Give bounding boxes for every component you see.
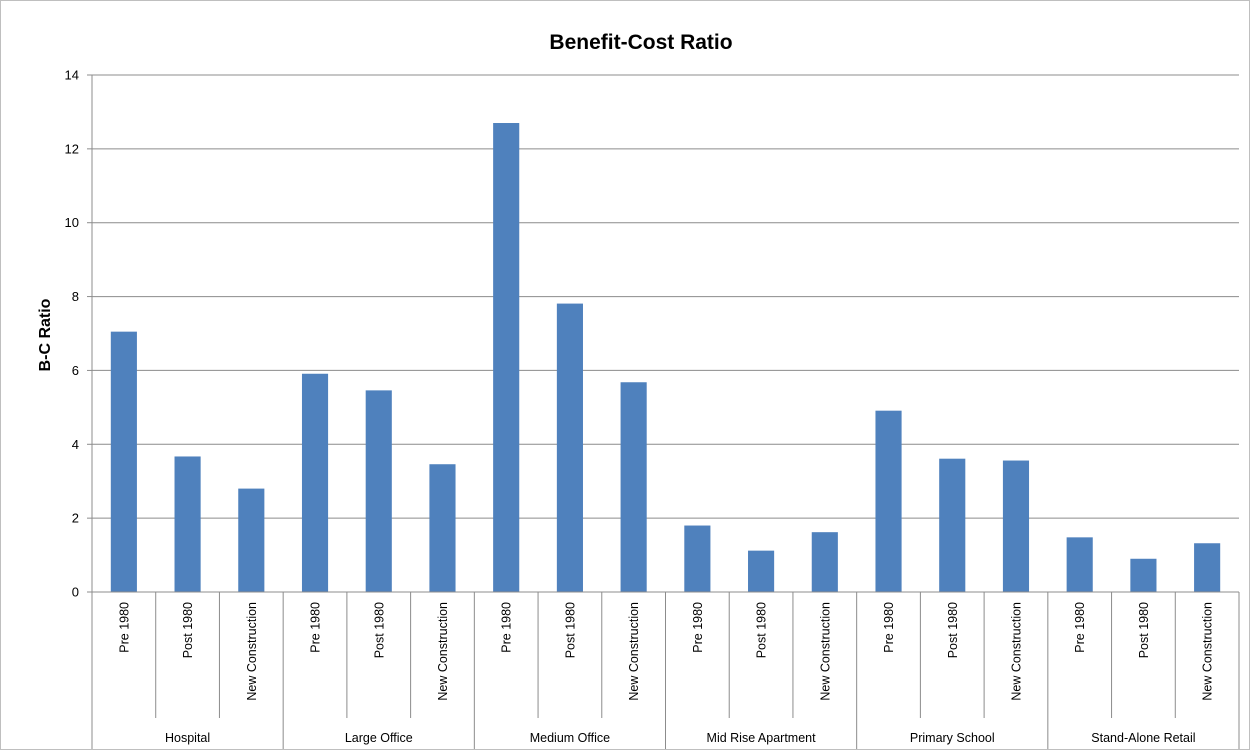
bar (110, 331, 137, 592)
bar (748, 550, 775, 592)
category-label: New Construction (627, 602, 641, 701)
bar (174, 456, 201, 592)
bar (429, 464, 456, 592)
group-label: Stand-Alone Retail (1091, 731, 1195, 745)
bar (684, 525, 711, 592)
y-tick-label: 2 (72, 511, 79, 526)
category-label: New Construction (1009, 602, 1023, 701)
bar (620, 382, 647, 592)
group-label: Primary School (910, 731, 995, 745)
group-label: Large Office (345, 731, 413, 745)
category-label: Post 1980 (563, 602, 577, 658)
bar (875, 410, 902, 592)
category-label: Pre 1980 (691, 602, 705, 653)
bar (939, 458, 966, 592)
y-tick-label: 8 (72, 289, 79, 304)
bar (1194, 543, 1221, 592)
y-tick-label: 4 (72, 437, 79, 452)
category-label: New Construction (245, 602, 259, 701)
y-axis-ticks: 0 2 4 6 8 10 12 14 (65, 68, 92, 600)
y-tick-label: 12 (65, 141, 79, 156)
category-label: New Construction (436, 602, 450, 701)
category-label: Pre 1980 (1073, 602, 1087, 653)
category-label: Pre 1980 (882, 602, 896, 653)
group-label: Mid Rise Apartment (707, 731, 817, 745)
category-label: Pre 1980 (117, 602, 131, 653)
group-label: Hospital (165, 731, 210, 745)
category-label: Post 1980 (181, 602, 195, 658)
bar (556, 303, 583, 592)
category-label: Post 1980 (946, 602, 960, 658)
bar (238, 488, 265, 592)
category-label: Post 1980 (1137, 602, 1151, 658)
bar (493, 123, 520, 592)
category-label: Post 1980 (372, 602, 386, 658)
category-labels: Pre 1980 Post 1980 New Construction Pre 198… (117, 602, 1214, 701)
bar (1002, 460, 1030, 592)
category-label: New Construction (818, 602, 832, 701)
category-label: Pre 1980 (309, 602, 323, 653)
category-label: New Construction (1201, 602, 1215, 701)
bars (110, 123, 1221, 592)
group-labels: Hospital Large Office Medium Office Mid Ris… (165, 731, 1196, 745)
gridlines (92, 74, 1239, 519)
chart-title: Benefit-Cost Ratio (549, 31, 732, 54)
x-axis (91, 75, 1240, 749)
bar (1130, 558, 1157, 592)
bar (1066, 537, 1093, 592)
bar (301, 373, 329, 592)
y-tick-label: 14 (65, 68, 79, 83)
category-label: Pre 1980 (500, 602, 514, 653)
group-label: Medium Office (530, 731, 610, 745)
y-tick-label: 0 (72, 585, 79, 600)
category-label: Post 1980 (755, 602, 769, 658)
bar (365, 390, 392, 592)
bar (811, 532, 838, 592)
y-axis-label: B-C Ratio (37, 298, 54, 371)
y-tick-label: 6 (72, 363, 79, 378)
y-tick-label: 10 (65, 215, 79, 230)
